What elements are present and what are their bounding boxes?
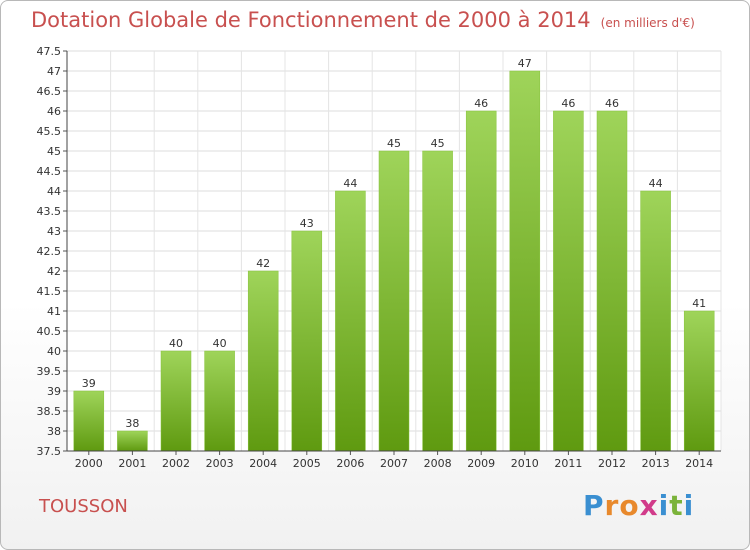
logo-letter: P bbox=[583, 489, 605, 522]
x-tick-label: 2011 bbox=[554, 457, 582, 470]
x-tick-label: 2000 bbox=[75, 457, 103, 470]
y-tick-label: 44 bbox=[47, 185, 61, 198]
bar bbox=[422, 150, 453, 452]
y-tick-label: 42.5 bbox=[37, 245, 62, 258]
x-tick-label: 2012 bbox=[598, 457, 626, 470]
y-tick-label: 47.5 bbox=[37, 45, 62, 58]
x-tick-label: 2001 bbox=[118, 457, 146, 470]
y-tick-label: 41.5 bbox=[37, 285, 62, 298]
bar bbox=[553, 110, 584, 452]
bar bbox=[204, 350, 235, 452]
y-tick-label: 47 bbox=[47, 65, 61, 78]
x-tick-label: 2006 bbox=[336, 457, 364, 470]
bar bbox=[378, 150, 410, 452]
logo-letter: i bbox=[658, 489, 670, 522]
bar bbox=[683, 310, 715, 452]
y-tick-label: 42 bbox=[47, 265, 61, 278]
logo-letter: r bbox=[604, 489, 620, 522]
x-tick-label: 2004 bbox=[249, 457, 277, 470]
y-tick-label: 38 bbox=[47, 425, 61, 438]
logo-letter: o bbox=[619, 489, 640, 522]
y-tick-label: 40 bbox=[47, 345, 61, 358]
data-label: 40 bbox=[169, 337, 183, 350]
data-label: 41 bbox=[692, 297, 706, 310]
bar bbox=[160, 350, 192, 452]
bar bbox=[117, 430, 148, 452]
y-tick-label: 46.5 bbox=[37, 85, 62, 98]
x-tick-label: 2008 bbox=[424, 457, 452, 470]
data-label: 44 bbox=[649, 177, 663, 190]
data-label: 40 bbox=[213, 337, 227, 350]
y-tick-label: 39 bbox=[47, 385, 61, 398]
y-tick-label: 43 bbox=[47, 225, 61, 238]
x-tick-label: 2013 bbox=[642, 457, 670, 470]
bar bbox=[509, 70, 541, 452]
commune-name: TOUSSON bbox=[39, 496, 128, 517]
logo-letter: t bbox=[669, 489, 684, 522]
data-label: 47 bbox=[518, 57, 532, 70]
chart-subtitle: (en milliers d'€) bbox=[600, 16, 695, 30]
chart-title-text: Dotation Globale de Fonctionnement de 20… bbox=[31, 8, 591, 32]
logo-letter: x bbox=[639, 489, 659, 522]
y-tick-label: 39.5 bbox=[37, 365, 62, 378]
chart-title: Dotation Globale de Fonctionnement de 20… bbox=[31, 8, 695, 32]
data-label: 43 bbox=[300, 217, 314, 230]
data-label: 46 bbox=[561, 97, 575, 110]
y-tick-label: 46 bbox=[47, 105, 61, 118]
y-tick-label: 41 bbox=[47, 305, 61, 318]
x-tick-label: 2010 bbox=[511, 457, 539, 470]
y-tick-label: 37.5 bbox=[37, 445, 62, 458]
data-label: 46 bbox=[474, 97, 488, 110]
x-tick-label: 2002 bbox=[162, 457, 190, 470]
data-label: 45 bbox=[431, 137, 445, 150]
data-label: 44 bbox=[343, 177, 357, 190]
y-tick-label: 45 bbox=[47, 145, 61, 158]
bar bbox=[465, 110, 497, 452]
bar bbox=[335, 190, 366, 452]
y-tick-label: 40.5 bbox=[37, 325, 62, 338]
x-tick-label: 2005 bbox=[293, 457, 321, 470]
x-tick-label: 2003 bbox=[206, 457, 234, 470]
y-tick-label: 45.5 bbox=[37, 125, 62, 138]
data-label: 45 bbox=[387, 137, 401, 150]
data-label: 42 bbox=[256, 257, 270, 270]
bar bbox=[73, 390, 105, 452]
y-tick-label: 43.5 bbox=[37, 205, 62, 218]
y-tick-label: 44.5 bbox=[37, 165, 62, 178]
proxiti-logo: Proxiti bbox=[583, 489, 694, 522]
data-label: 38 bbox=[125, 417, 139, 430]
data-label: 39 bbox=[82, 377, 96, 390]
bar bbox=[596, 110, 628, 452]
data-label: 46 bbox=[605, 97, 619, 110]
x-tick-label: 2007 bbox=[380, 457, 408, 470]
x-tick-label: 2009 bbox=[467, 457, 495, 470]
bar bbox=[291, 230, 323, 452]
logo-letter: i bbox=[683, 489, 695, 522]
x-tick-label: 2014 bbox=[685, 457, 713, 470]
bar bbox=[247, 270, 279, 452]
y-tick-label: 38.5 bbox=[37, 405, 62, 418]
bar bbox=[640, 190, 671, 452]
